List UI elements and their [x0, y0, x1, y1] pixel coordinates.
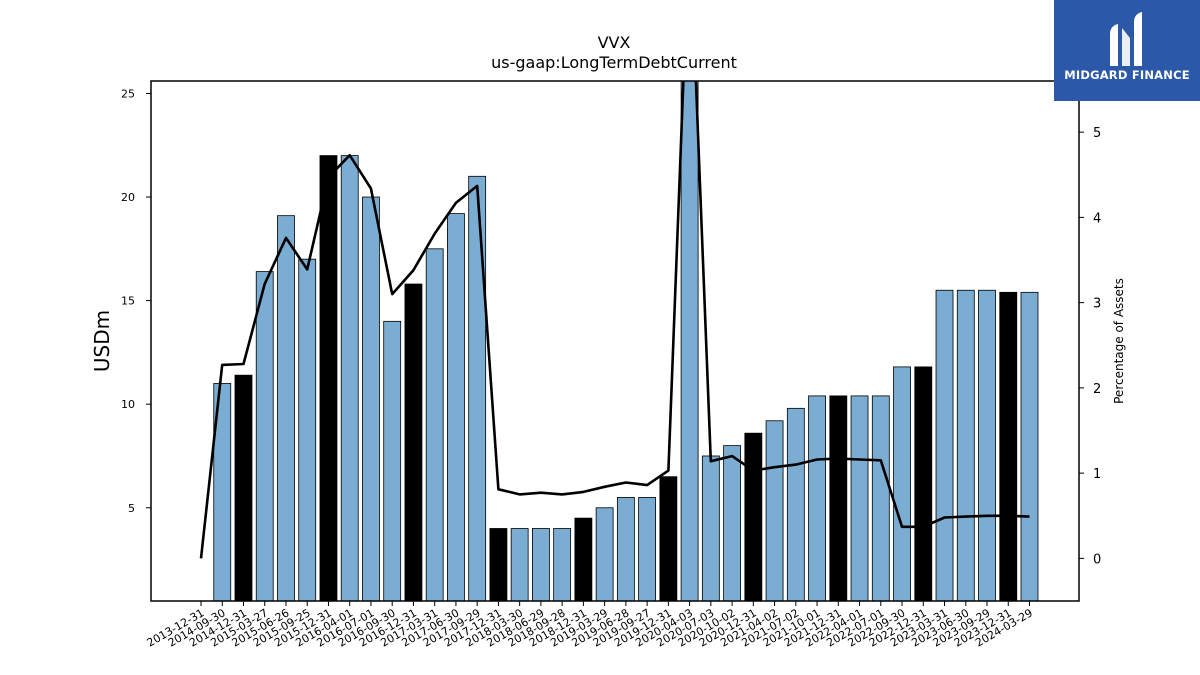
y2-tick-label: 5 — [1093, 126, 1101, 141]
y2-tick-label: 1 — [1093, 467, 1101, 482]
bar-2017-03-31 — [425, 248, 444, 602]
bar-2018-12-31 — [574, 517, 593, 602]
y2-tick-label: 3 — [1093, 297, 1101, 312]
bar-2018-06-29 — [531, 528, 550, 602]
chart-title: VVX — [598, 33, 631, 52]
bar-2020-07-03 — [701, 455, 720, 602]
plot-frame — [150, 80, 1080, 602]
percentage-line — [199, 81, 1030, 559]
bar-2021-12-31 — [829, 395, 848, 602]
y2-tick-label: 0 — [1093, 552, 1101, 567]
bar-2019-06-28 — [616, 497, 635, 602]
bar-2015-12-31 — [319, 155, 338, 602]
bar-2022-09-30 — [893, 366, 911, 602]
bar-2023-09-29 — [978, 289, 996, 602]
bar-2017-09-29 — [468, 175, 487, 602]
y-axis-label: USDm — [90, 310, 114, 372]
bar-2021-04-02 — [765, 420, 784, 602]
brand-name: MIDGARD FINANCE — [1064, 68, 1190, 82]
bar-2016-12-31 — [404, 283, 423, 602]
bar-2022-12-31 — [914, 366, 933, 602]
y-axis: 5 10 15 20 25 — [121, 87, 151, 515]
bar-2019-12-31 — [659, 476, 678, 602]
bars-layer — [213, 80, 1039, 602]
y-tick-label: 5 — [128, 502, 135, 515]
bar-2016-04-01 — [340, 155, 359, 602]
x-axis: 2013-12-312014-09-302014-12-312015-03-27… — [145, 601, 1035, 650]
bar-2017-12-31 — [489, 528, 508, 602]
bar-2021-10-01 — [808, 395, 826, 602]
y2-axis-label: Percentage of Assets — [1112, 278, 1126, 404]
y2-tick-label: 4 — [1093, 211, 1101, 226]
bar-2020-12-31 — [744, 432, 763, 602]
bar-2014-12-31 — [234, 374, 253, 602]
bar-2017-06-30 — [447, 213, 465, 602]
bar-2022-07-01 — [871, 395, 890, 602]
y-tick-label: 15 — [121, 295, 135, 308]
bar-2020-04-03 — [680, 80, 699, 602]
midgard-logo-icon — [1110, 12, 1142, 66]
bar-2024-03-29 — [1020, 291, 1039, 602]
chart-subtitle: us-gaap:LongTermDebtCurrent — [491, 53, 737, 72]
bar-2016-07-01 — [362, 196, 380, 602]
line-layer — [199, 81, 1030, 559]
y2-tick-label: 2 — [1093, 382, 1101, 397]
bar-2020-10-02 — [723, 445, 741, 602]
bar-2016-09-30 — [383, 320, 402, 602]
bar-2023-12-31 — [999, 291, 1018, 602]
bar-2018-03-30 — [510, 528, 529, 602]
bar-2022-04-01 — [850, 395, 869, 602]
bar-2023-06-30 — [956, 289, 975, 602]
bar-2021-07-02 — [786, 407, 805, 602]
bar-2018-09-28 — [553, 528, 572, 602]
bar-2023-03-31 — [935, 289, 954, 602]
y-tick-label: 10 — [121, 398, 135, 411]
bar-2019-03-29 — [595, 507, 614, 602]
brand-logo: MIDGARD FINANCE — [1054, 0, 1200, 101]
bar-2015-06-26 — [277, 215, 295, 602]
bar-2015-03-27 — [255, 271, 274, 602]
bar-2019-09-27 — [638, 497, 657, 602]
y2-axis: 0 1 2 3 4 5 — [1079, 126, 1101, 567]
bar-2015-09-25 — [298, 258, 317, 602]
y-tick-label: 25 — [121, 87, 135, 100]
y-tick-label: 20 — [121, 191, 135, 204]
